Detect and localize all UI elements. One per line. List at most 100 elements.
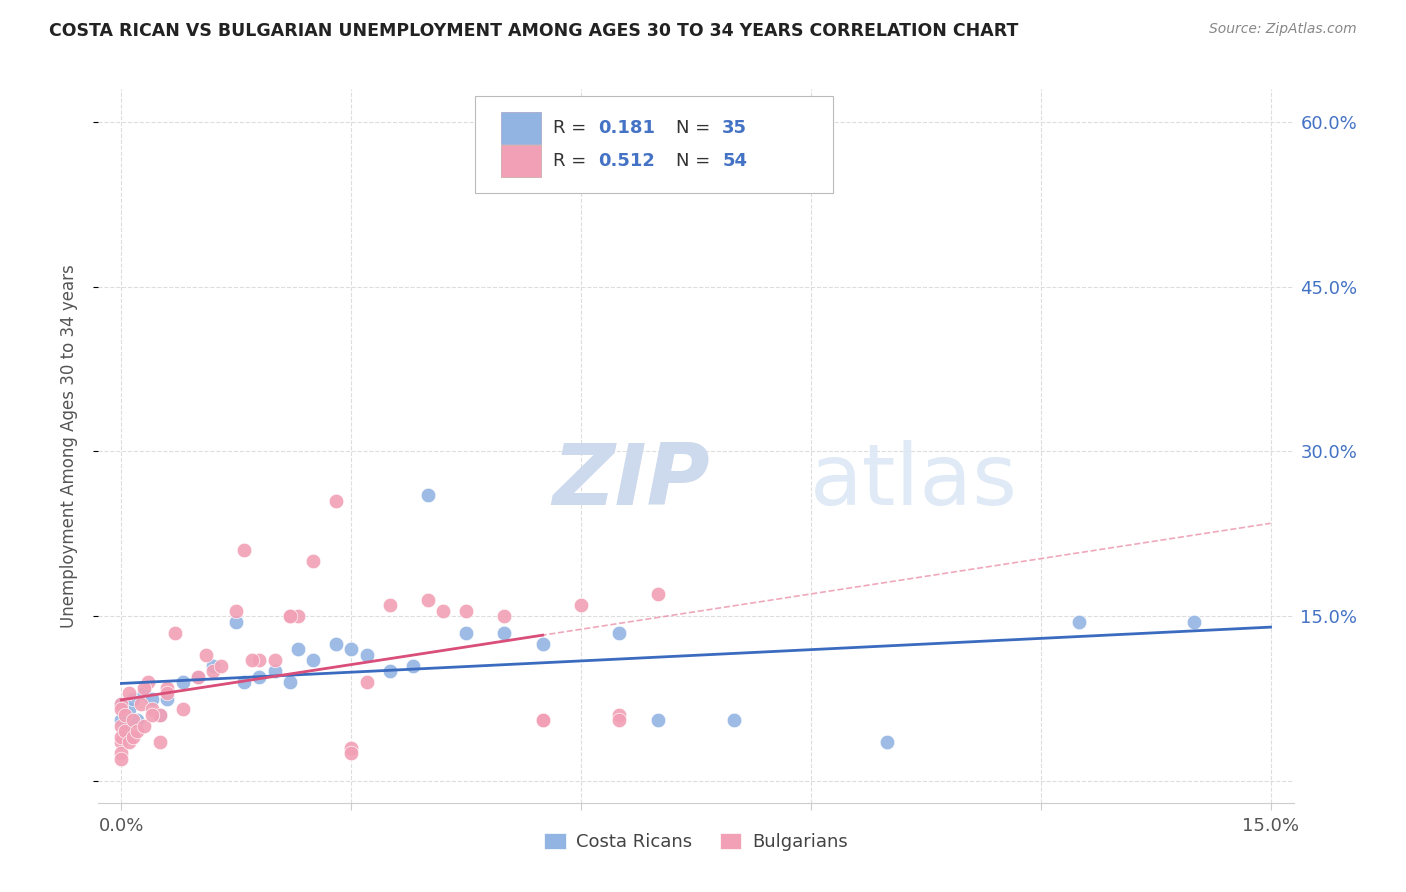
Point <box>416 592 439 607</box>
Point <box>233 675 256 690</box>
Point <box>531 714 554 728</box>
Point <box>325 494 347 508</box>
Point <box>118 735 141 749</box>
Text: 0.512: 0.512 <box>598 153 655 170</box>
Point <box>110 752 132 766</box>
Point <box>129 697 152 711</box>
Point <box>416 488 439 502</box>
Point <box>247 669 270 683</box>
Point <box>287 609 309 624</box>
Point <box>110 730 132 744</box>
Point <box>110 747 132 761</box>
Point <box>194 648 217 662</box>
Point <box>134 681 156 695</box>
Point <box>340 740 363 755</box>
Point <box>134 719 156 733</box>
Point <box>247 653 270 667</box>
Point <box>114 719 136 733</box>
Point <box>278 609 301 624</box>
Point <box>141 702 163 716</box>
Point <box>278 609 301 624</box>
Point <box>401 658 423 673</box>
Y-axis label: Unemployment Among Ages 30 to 34 years: Unemployment Among Ages 30 to 34 years <box>59 264 77 628</box>
Point <box>531 714 554 728</box>
Point <box>494 609 516 624</box>
Text: atlas: atlas <box>810 440 1018 524</box>
Point <box>110 735 132 749</box>
Point <box>263 664 285 678</box>
Point <box>209 658 232 673</box>
Text: N =: N = <box>676 153 716 170</box>
Point <box>172 702 194 716</box>
Point <box>125 714 148 728</box>
Point <box>114 724 136 739</box>
Point <box>240 653 263 667</box>
Point <box>340 642 363 657</box>
Point <box>110 714 132 728</box>
Point <box>110 702 132 716</box>
Point <box>163 625 186 640</box>
Point <box>125 724 148 739</box>
Point <box>202 658 225 673</box>
Point <box>531 637 554 651</box>
FancyBboxPatch shape <box>475 96 834 193</box>
Point <box>187 669 209 683</box>
Point <box>456 604 478 618</box>
Text: R =: R = <box>553 120 592 137</box>
Point <box>1067 615 1090 629</box>
Text: 54: 54 <box>723 153 747 170</box>
Point <box>325 637 347 651</box>
FancyBboxPatch shape <box>501 112 541 145</box>
Text: R =: R = <box>553 153 592 170</box>
Text: Source: ZipAtlas.com: Source: ZipAtlas.com <box>1209 22 1357 37</box>
Point <box>378 664 401 678</box>
Point <box>156 686 179 700</box>
Point <box>225 604 247 618</box>
Point <box>609 625 631 640</box>
Point <box>118 686 141 700</box>
Point <box>340 747 363 761</box>
Point <box>110 719 132 733</box>
Text: N =: N = <box>676 120 716 137</box>
Point <box>432 604 454 618</box>
Point <box>647 714 669 728</box>
Point <box>141 708 163 723</box>
Point <box>136 675 159 690</box>
Point <box>149 735 172 749</box>
Text: 0.181: 0.181 <box>598 120 655 137</box>
Point <box>187 669 209 683</box>
Point <box>263 653 285 667</box>
Text: COSTA RICAN VS BULGARIAN UNEMPLOYMENT AMONG AGES 30 TO 34 YEARS CORRELATION CHAR: COSTA RICAN VS BULGARIAN UNEMPLOYMENT AM… <box>49 22 1018 40</box>
Point <box>569 598 592 612</box>
Point <box>114 708 136 723</box>
Point <box>149 708 172 723</box>
Point <box>225 615 247 629</box>
Point <box>723 714 745 728</box>
Point <box>494 625 516 640</box>
Point <box>141 691 163 706</box>
Point <box>302 653 325 667</box>
Point <box>156 681 179 695</box>
Text: ZIP: ZIP <box>553 440 710 524</box>
Point <box>356 648 378 662</box>
Point <box>134 686 156 700</box>
Point <box>287 642 309 657</box>
Point <box>110 697 132 711</box>
Point <box>876 735 898 749</box>
Point <box>149 708 172 723</box>
Point <box>122 714 145 728</box>
Point <box>122 730 145 744</box>
Point <box>202 664 225 678</box>
Point <box>233 543 256 558</box>
Point <box>110 697 132 711</box>
Point <box>1182 615 1205 629</box>
Point <box>172 675 194 690</box>
Point <box>609 708 631 723</box>
Point <box>302 554 325 568</box>
Point <box>278 675 301 690</box>
Point <box>156 691 179 706</box>
FancyBboxPatch shape <box>501 145 541 177</box>
Point <box>456 625 478 640</box>
Point <box>647 587 669 601</box>
Text: 35: 35 <box>723 120 747 137</box>
